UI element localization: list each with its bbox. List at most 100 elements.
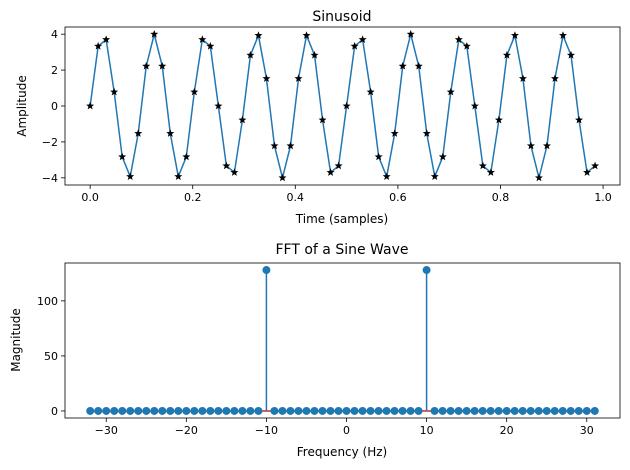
sinusoid-point — [214, 101, 223, 110]
fft-marker — [486, 406, 495, 415]
fft-marker — [414, 406, 423, 415]
sinusoid-y-tick-label: −2 — [42, 136, 58, 149]
sinusoid-point — [238, 115, 247, 124]
fft-marker — [526, 406, 535, 415]
sinusoid-point — [559, 31, 567, 39]
sinusoid-x-tick-label: 0.6 — [389, 191, 407, 204]
sinusoid-point — [206, 42, 215, 50]
sinusoid-point — [126, 172, 135, 180]
fft-x-label: Frequency (Hz) — [297, 445, 388, 459]
sinusoid-point — [118, 152, 127, 161]
fft-marker — [126, 406, 135, 415]
sinusoid-point — [534, 173, 543, 182]
fft-marker — [278, 406, 287, 415]
sinusoid-point — [567, 50, 576, 59]
sinusoid-y-ticks: 4 2 0 −2 −4 — [42, 28, 65, 185]
sinusoid-point — [526, 141, 535, 150]
sinusoid-point — [158, 61, 167, 70]
sinusoid-point — [150, 29, 159, 38]
fft-x-ticks: −30 −20 −10 0 10 20 30 — [95, 418, 594, 437]
fft-marker — [142, 406, 151, 415]
fft-marker — [286, 406, 295, 415]
fft-chart: FFT of a Sine Wave −30 −20 −10 0 10 20 30 100 5… — [9, 242, 621, 459]
fft-marker — [494, 406, 503, 415]
sinusoid-point — [494, 115, 503, 124]
fft-marker — [302, 406, 311, 415]
fft-y-tick-label: 50 — [44, 350, 58, 363]
fft-marker — [398, 406, 407, 415]
fft-marker — [118, 406, 127, 415]
fft-marker — [206, 406, 215, 415]
sinusoid-point — [110, 87, 119, 96]
sinusoid-point — [142, 61, 151, 70]
sinusoid-point — [430, 172, 439, 180]
sinusoid-point — [302, 31, 311, 39]
sinusoid-point — [406, 29, 415, 38]
sinusoid-y-tick-label: −4 — [42, 172, 58, 185]
fft-marker — [326, 406, 335, 415]
sinusoid-point — [390, 129, 399, 137]
sinusoid-point — [342, 101, 351, 110]
fft-marker — [406, 406, 415, 415]
fft-marker — [198, 406, 207, 415]
fft-marker — [262, 266, 271, 275]
sinusoid-x-ticks: 0.0 0.2 0.4 0.6 0.8 1.0 — [81, 185, 612, 204]
sinusoid-chart: Sinusoid 0.0 0.2 0.4 0.6 0.8 1.0 4 2 0 −2 −4 Time… — [15, 9, 621, 226]
sinusoid-point — [398, 61, 407, 70]
fft-marker — [102, 406, 111, 415]
fft-marker — [238, 406, 247, 415]
sinusoid-point — [422, 129, 431, 137]
sinusoid-point — [222, 161, 231, 170]
sinusoid-plot-area — [86, 29, 600, 182]
fft-marker — [422, 266, 431, 275]
fft-y-ticks: 100 50 0 — [37, 295, 65, 418]
sinusoid-y-label: Amplitude — [15, 75, 29, 137]
fft-marker — [214, 406, 223, 415]
sinusoid-x-label: Time (samples) — [295, 212, 388, 226]
sinusoid-point — [454, 35, 463, 43]
sinusoid-point — [591, 161, 600, 170]
sinusoid-point — [318, 115, 327, 124]
fft-x-tick-label: −20 — [175, 424, 198, 437]
sinusoid-point — [438, 152, 447, 161]
fft-y-label: Magnitude — [9, 308, 23, 372]
fft-marker — [222, 406, 231, 415]
sinusoid-point — [583, 168, 592, 176]
sinusoid-title: Sinusoid — [312, 9, 371, 25]
sinusoid-point — [294, 74, 303, 82]
sinusoid-y-tick-label: 0 — [51, 100, 58, 113]
sinusoid-point — [94, 42, 103, 50]
sinusoid-point — [198, 35, 207, 43]
fft-marker — [174, 406, 183, 415]
fft-marker — [390, 406, 399, 415]
sinusoid-point — [550, 74, 559, 82]
fft-x-tick-label: −10 — [255, 424, 278, 437]
sinusoid-point — [262, 74, 271, 82]
fft-marker — [166, 406, 175, 415]
fft-marker — [534, 406, 543, 415]
sinusoid-point — [166, 129, 175, 137]
fft-marker — [342, 406, 351, 415]
fft-marker — [454, 406, 463, 415]
sinusoid-point — [174, 172, 183, 180]
sinusoid-point — [254, 31, 263, 39]
fft-marker — [110, 406, 119, 415]
sinusoid-x-tick-label: 0.0 — [81, 191, 99, 204]
fft-marker — [438, 406, 447, 415]
sinusoid-point — [510, 31, 519, 39]
fft-marker — [478, 406, 487, 415]
fft-marker — [86, 406, 95, 415]
fft-marker — [150, 406, 159, 415]
sinusoid-point — [102, 35, 111, 43]
fft-x-tick-label: 30 — [580, 424, 594, 437]
fft-marker — [446, 406, 455, 415]
fft-marker — [94, 406, 103, 415]
fft-marker — [254, 406, 263, 415]
fft-marker — [574, 406, 583, 415]
fft-marker — [382, 406, 391, 415]
sinusoid-point — [414, 61, 423, 70]
fft-marker — [518, 406, 527, 415]
sinusoid-point — [502, 50, 511, 59]
fft-marker — [462, 406, 471, 415]
fft-marker — [246, 406, 255, 415]
